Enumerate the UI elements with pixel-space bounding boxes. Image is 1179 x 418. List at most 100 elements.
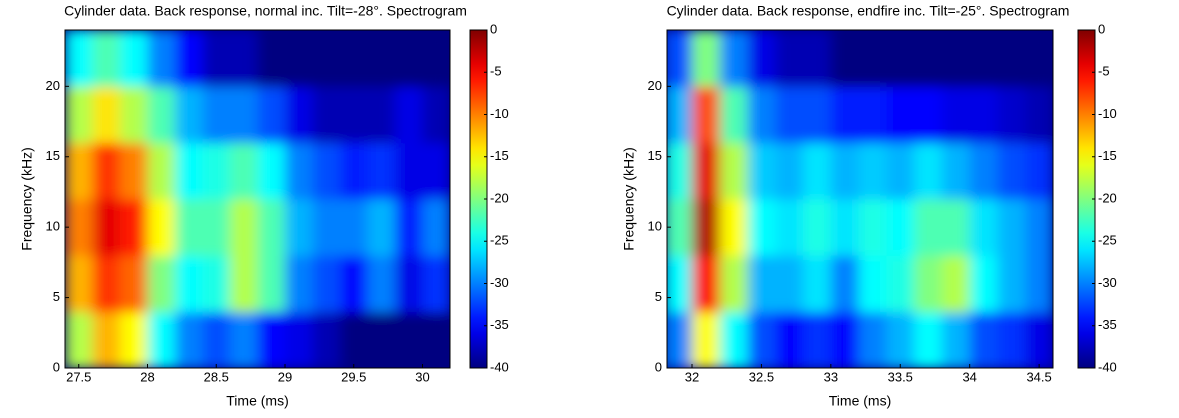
heatmap-cell [719,142,749,200]
heatmap-cell [285,86,313,144]
heatmap-cell [120,30,148,87]
heatmap-cells [65,30,450,368]
x-tick-label: 27.5 [66,369,91,384]
heatmap-cell [147,86,176,144]
heatmap-cell [312,199,341,256]
heatmap-cell [230,86,258,144]
heatmap-cell [285,311,313,368]
heatmap-cell [312,86,341,144]
x-axis-label: Time (ms) [829,393,891,409]
heatmap-cell [667,311,693,368]
heatmap-cell [667,30,693,87]
heatmap-cell [120,311,148,368]
heatmap-cell [312,30,341,87]
heatmap-cell [886,86,915,144]
chart-title: Cylinder data. Back response, normal inc… [64,3,467,19]
heatmap-cell [969,311,998,368]
heatmap-cell [969,199,998,256]
heatmap-cell [120,255,148,313]
heatmap-cell [691,255,721,313]
heatmap-cell [202,255,231,313]
heatmap-cell [422,30,450,87]
heatmap-cell [175,86,203,144]
heatmap-cell [230,199,258,256]
heatmap-cell [147,255,176,313]
heatmap-cell [667,255,693,313]
heatmap-cell [285,142,313,200]
plot-frame [64,29,451,369]
heatmap-cell [65,199,93,256]
heatmap-cell [285,199,313,256]
heatmap-cell [747,30,776,87]
heatmap-cell [858,255,887,313]
colorbar-tick-label: -5 [1098,64,1110,79]
heatmap-cell [257,142,286,200]
heatmap-cell [941,30,971,87]
heatmap-cell [858,311,887,368]
y-tick-label: 20 [648,78,662,93]
y-axis-label: Frequency (kHz) [19,147,35,250]
heatmap-cell [914,142,943,200]
heatmap-cell [997,199,1026,256]
y-tick-label: 0 [655,359,662,374]
heatmap-cell [340,30,368,87]
colorbar-tick-label: -30 [490,275,509,290]
heatmap-cell [367,30,396,87]
heatmap-cell [747,255,776,313]
heatmap-cell [285,30,313,87]
heatmap-cell [230,255,258,313]
heatmap-cell [312,142,341,200]
plot-frame [666,29,1054,369]
heatmap-cell [941,255,971,313]
x-tick-label: 30 [415,369,429,384]
y-tick-label: 0 [53,359,60,374]
heatmap-cell [92,199,121,256]
heatmap-cell [858,199,887,256]
heatmap-cell [367,199,396,256]
x-tick-label: 34 [962,369,976,384]
heatmap-cell [941,311,971,368]
x-tick-label: 32.5 [749,369,774,384]
heatmap-cell [340,255,368,313]
heatmap-cell [886,142,915,200]
heatmap-cell [367,86,396,144]
heatmap-cell [147,142,176,200]
heatmap-cell [775,199,804,256]
heatmap-cell [1025,311,1053,368]
x-tick-label: 33 [824,369,838,384]
heatmap-cell [941,199,971,256]
heatmap-cell [914,311,943,368]
heatmap-cell [395,255,423,313]
heatmap-cell [202,311,231,368]
heatmap-cell [1025,199,1053,256]
heatmap-cell [691,311,721,368]
heatmap-cell [775,311,804,368]
heatmap-cell [803,255,832,313]
colorbar-tick-label: 0 [1098,21,1105,36]
heatmap-cell [65,142,93,200]
heatmap-cells [667,30,1053,368]
colorbar-tick-label: -10 [490,106,509,121]
heatmap-cell [997,311,1026,368]
heatmap-cell [747,199,776,256]
heatmap-cell [202,199,231,256]
colorbar-tick-label: -35 [490,317,509,332]
heatmap-cell [747,86,776,144]
chart-title: Cylinder data. Back response, endfire in… [667,3,1070,19]
heatmap-cell [65,30,93,87]
heatmap-cell [803,199,832,256]
heatmap-cell [147,311,176,368]
heatmap-cell [830,30,860,87]
x-tick-label: 33.5 [888,369,913,384]
heatmap-cell [667,199,693,256]
heatmap-cell [886,255,915,313]
heatmap-cell [312,311,341,368]
heatmap-cell [667,142,693,200]
heatmap-cell [719,255,749,313]
heatmap-cell [340,199,368,256]
heatmap-cell [830,199,860,256]
heatmap-cell [92,255,121,313]
heatmap-cell [886,311,915,368]
heatmap-cell [691,86,721,144]
